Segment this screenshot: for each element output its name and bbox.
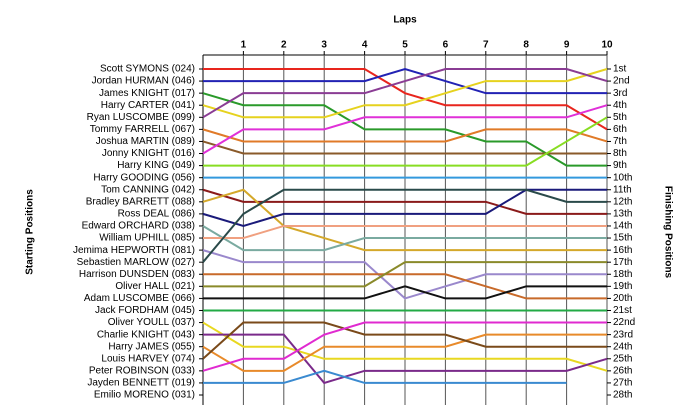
position-line bbox=[202, 188, 607, 252]
finishing-label: 20th bbox=[613, 293, 632, 304]
position-line bbox=[202, 104, 608, 155]
finishing-label: 17th bbox=[613, 257, 632, 268]
starting-label: Scott SYMONS (024) bbox=[100, 64, 195, 75]
x-tick-label: 6 bbox=[443, 40, 449, 51]
starting-label: Adam LUSCOMBE (066) bbox=[84, 293, 195, 304]
position-line bbox=[202, 188, 607, 263]
position-line bbox=[202, 68, 608, 119]
finishing-label: 10th bbox=[613, 172, 632, 183]
starting-label: Emilio MORENO (031) bbox=[94, 390, 195, 401]
starting-label: Harry KING (049) bbox=[117, 160, 195, 171]
x-tick-label: 1 bbox=[241, 40, 247, 51]
x-tick-label: 5 bbox=[402, 40, 408, 51]
position-line bbox=[202, 321, 607, 360]
position-line bbox=[202, 92, 607, 167]
position-line bbox=[203, 67, 607, 95]
finishing-label: 4th bbox=[613, 100, 627, 111]
starting-label: Harry CARTER (041) bbox=[101, 100, 195, 111]
finishing-label: 15th bbox=[613, 233, 632, 244]
x-tick-label: 8 bbox=[523, 40, 529, 51]
starting-label: Bradley BARRETT (088) bbox=[86, 196, 195, 207]
finishing-label: 5th bbox=[613, 112, 627, 123]
starting-label: Jonny KNIGHT (016) bbox=[102, 148, 195, 159]
y-axis-label: Starting Positions bbox=[25, 189, 36, 275]
y2-axis-label: Finishing Positions bbox=[662, 186, 673, 279]
starting-label: Jack FORDHAM (045) bbox=[95, 305, 195, 316]
finishing-label: 25th bbox=[613, 353, 632, 364]
finishing-label: 1st bbox=[613, 64, 627, 75]
finishing-label: 3rd bbox=[613, 88, 627, 99]
position-line bbox=[203, 273, 607, 300]
starting-label: Harry GOODING (056) bbox=[93, 172, 195, 183]
finishing-label: 28th bbox=[613, 390, 632, 401]
starting-label: Jemima HEPWORTH (081) bbox=[73, 245, 195, 256]
x-tick-label: 10 bbox=[601, 40, 613, 51]
starting-label: William UPHILL (085) bbox=[99, 233, 195, 244]
starting-label: Harry JAMES (055) bbox=[108, 341, 195, 352]
position-line bbox=[203, 261, 607, 288]
starting-label: Ryan LUSCOMBE (099) bbox=[87, 112, 195, 123]
starting-label: Edward ORCHARD (038) bbox=[82, 221, 195, 232]
starting-label: Peter ROBINSON (033) bbox=[89, 365, 195, 376]
starting-label: Joshua MARTIN (089) bbox=[96, 136, 195, 147]
position-line bbox=[203, 68, 608, 131]
position-line bbox=[202, 68, 608, 119]
position-line bbox=[202, 225, 607, 252]
position-line bbox=[203, 369, 567, 384]
finishing-label: 22nd bbox=[613, 317, 635, 328]
position-line bbox=[202, 140, 607, 155]
position-line bbox=[203, 116, 608, 167]
finishing-label: 24th bbox=[613, 341, 632, 352]
finishing-label: 6th bbox=[613, 124, 627, 135]
finishing-label: 12th bbox=[613, 196, 632, 207]
finishing-label: 16th bbox=[613, 245, 632, 256]
finishing-label: 27th bbox=[613, 378, 632, 389]
x-tick-label: 9 bbox=[564, 40, 570, 51]
chart-title: Laps bbox=[393, 15, 417, 26]
starting-label: Jayden BENNETT (019) bbox=[87, 378, 195, 389]
position-line bbox=[202, 188, 607, 228]
position-line bbox=[202, 321, 608, 372]
position-line bbox=[202, 333, 607, 372]
finishing-label: 23rd bbox=[613, 329, 633, 340]
starting-label: Tom CANNING (042) bbox=[101, 184, 195, 195]
finishing-label: 9th bbox=[613, 160, 627, 171]
finishing-label: 13th bbox=[613, 209, 632, 220]
finishing-label: 14th bbox=[613, 221, 632, 232]
finishing-label: 11th bbox=[613, 184, 632, 195]
position-line bbox=[203, 285, 607, 300]
finishing-label: 8th bbox=[613, 148, 627, 159]
finishing-label: 21st bbox=[613, 305, 632, 316]
x-tick-label: 3 bbox=[321, 40, 327, 51]
starting-label: Charlie KNIGHT (043) bbox=[97, 329, 195, 340]
finishing-label: 18th bbox=[613, 269, 632, 280]
position-line bbox=[202, 321, 607, 372]
position-line bbox=[202, 188, 607, 215]
starting-label: Jordan HURMAN (046) bbox=[92, 76, 195, 87]
position-line bbox=[202, 249, 607, 300]
starting-label: Oliver YOULL (037) bbox=[108, 317, 195, 328]
starting-label: Tommy FARRELL (067) bbox=[90, 124, 195, 135]
position-line bbox=[203, 224, 607, 240]
finishing-label: 26th bbox=[613, 365, 632, 376]
finishing-label: 2nd bbox=[613, 76, 630, 87]
starting-label: Sebastien MARLOW (027) bbox=[77, 257, 195, 268]
x-tick-label: 4 bbox=[362, 40, 368, 51]
starting-label: James KNIGHT (017) bbox=[99, 88, 195, 99]
starting-label: Oliver HALL (021) bbox=[115, 281, 195, 292]
position-line bbox=[203, 333, 608, 385]
starting-label: Harrison DUNSDEN (083) bbox=[79, 269, 195, 280]
position-line bbox=[202, 128, 608, 143]
starting-label: Louis HARVEY (074) bbox=[101, 353, 195, 364]
finishing-label: 19th bbox=[613, 281, 632, 292]
finishing-label: 7th bbox=[613, 136, 627, 147]
starting-label: Ross DEAL (086) bbox=[118, 209, 195, 220]
x-tick-label: 7 bbox=[483, 40, 489, 51]
x-tick-label: 2 bbox=[281, 40, 287, 51]
